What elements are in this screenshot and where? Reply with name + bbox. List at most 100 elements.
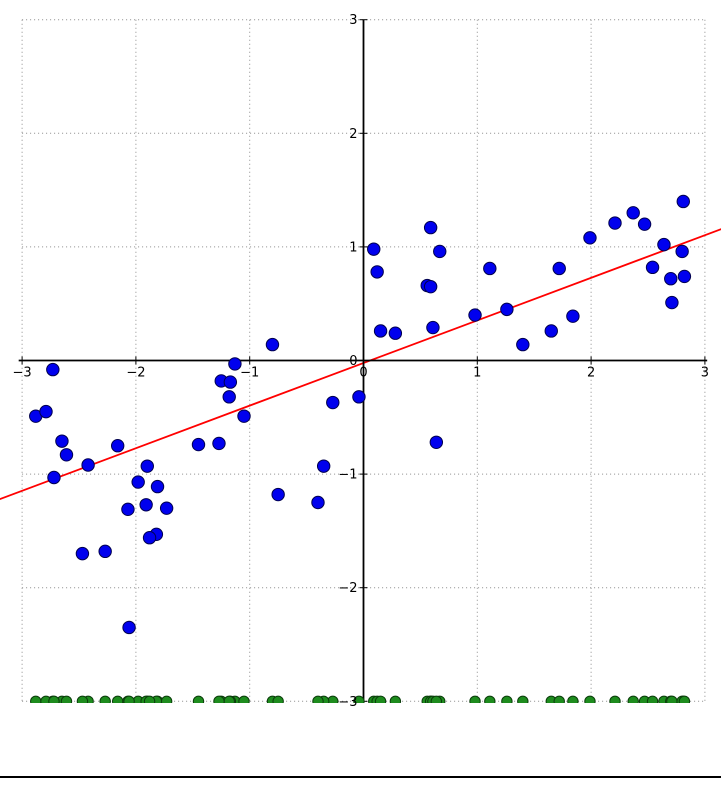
rug-point (76, 695, 89, 703)
data-point (552, 261, 566, 276)
data-point (626, 206, 640, 220)
rug-point (99, 695, 111, 703)
data-point (223, 375, 238, 389)
y-tick-label: 3 (349, 13, 357, 28)
data-point (483, 261, 497, 276)
rug-point (374, 695, 387, 703)
data-point (544, 324, 558, 338)
data-point (373, 324, 388, 338)
data-point (426, 320, 440, 335)
data-point (657, 237, 671, 252)
data-point (468, 308, 482, 322)
data-point (110, 439, 125, 453)
rug-point (678, 695, 691, 703)
rug-point (501, 695, 513, 703)
rug-point (646, 695, 659, 703)
x-tick-label: 2 (587, 366, 595, 381)
data-point (55, 434, 69, 448)
rug-point (469, 695, 481, 703)
rug-point (192, 695, 205, 703)
x-tick-label: 1 (473, 366, 481, 381)
data-point (675, 244, 689, 259)
data-point (46, 362, 60, 377)
y-tick-label: −2 (338, 581, 357, 596)
data-point (212, 436, 226, 451)
data-point (316, 459, 331, 473)
rug-point (238, 695, 250, 703)
rug-point (272, 695, 284, 703)
data-point (121, 502, 135, 517)
data-point (608, 216, 622, 230)
rug-point (553, 695, 565, 703)
data-point (583, 231, 597, 245)
observations-series (29, 194, 692, 635)
data-point (59, 448, 74, 462)
rug-point (567, 695, 579, 703)
x-tick-label: 0 (359, 366, 367, 381)
rug-point (609, 695, 621, 703)
y-tick-label: −3 (338, 695, 357, 710)
data-point (98, 544, 112, 559)
figure-divider (0, 776, 721, 778)
x-tick-labels: −3 −2 −1 0 1 2 3 (13, 366, 710, 381)
rug-series (30, 695, 691, 703)
rug-point (143, 695, 156, 703)
x-tick-label: −2 (126, 366, 145, 381)
data-point (228, 357, 242, 371)
y-tick-labels: −3 −2 −1 0 1 2 3 (338, 13, 357, 710)
data-point (159, 501, 174, 515)
data-point (81, 458, 95, 472)
rug-point (389, 695, 402, 703)
data-point (271, 487, 285, 502)
rug-point (213, 695, 225, 703)
rug-point (48, 695, 60, 703)
rug-point (160, 695, 173, 703)
x-tick-label: 3 (701, 366, 709, 381)
x-tick-label: −1 (240, 366, 259, 381)
y-tick-label: 0 (349, 354, 357, 369)
data-point (370, 265, 384, 279)
rug-point (111, 695, 124, 703)
data-point (500, 302, 514, 317)
data-point (47, 470, 61, 485)
rug-point (584, 695, 596, 703)
data-point (676, 194, 690, 209)
data-point (516, 337, 530, 352)
data-point (150, 479, 165, 494)
data-point (433, 244, 447, 259)
data-point (677, 269, 692, 284)
data-point (566, 309, 580, 323)
rug-point (223, 695, 235, 703)
data-point (122, 620, 136, 635)
rug-point (430, 695, 443, 703)
data-point (311, 495, 325, 510)
rug-point (353, 695, 365, 703)
data-point (140, 459, 154, 473)
regression-line (0, 228, 721, 501)
rug-point (60, 695, 73, 703)
y-tick-label: 1 (349, 240, 357, 255)
data-point (388, 326, 403, 340)
rug-point (30, 695, 42, 703)
data-point (367, 242, 381, 256)
data-point (142, 531, 157, 545)
x-tick-label: −3 (13, 366, 32, 381)
data-point (637, 217, 652, 231)
rug-point (627, 695, 639, 703)
data-point (75, 546, 90, 561)
rug-point (123, 695, 135, 703)
rug-point (517, 695, 529, 703)
data-point (665, 295, 679, 310)
data-point (265, 337, 280, 352)
data-point (191, 437, 206, 452)
rug-point (666, 695, 678, 703)
data-point (664, 272, 678, 286)
data-point (423, 279, 438, 294)
data-point (429, 435, 444, 449)
data-point (39, 404, 53, 419)
data-point (139, 498, 153, 512)
data-point (326, 395, 340, 410)
data-point (645, 260, 660, 275)
rug-point (484, 695, 496, 703)
